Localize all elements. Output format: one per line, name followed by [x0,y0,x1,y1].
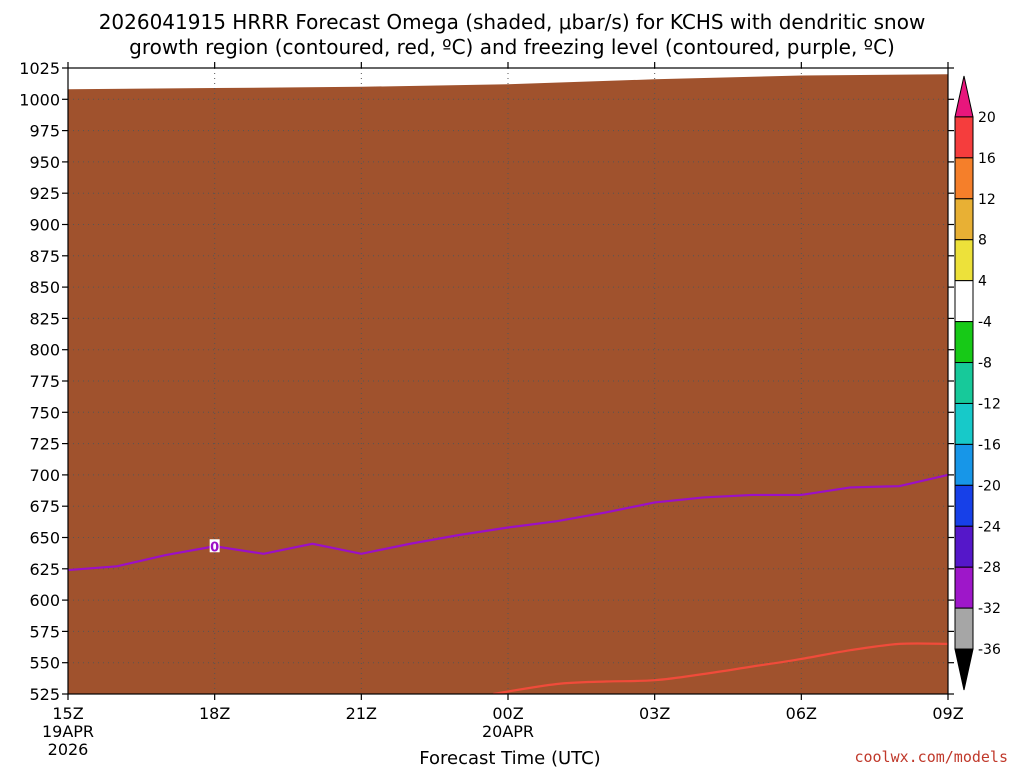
colorbar-label-1: 16 [978,151,996,167]
y-tick-label-825: 825 [29,309,60,328]
colorbar-label-10: -24 [978,519,1001,535]
x-tick-label-03Z: 03Z [639,704,670,723]
colorbar-label-9: -20 [978,478,1001,494]
colorbar-cell-13 [954,607,974,650]
y-tick-label-875: 875 [29,247,60,266]
x-tick-label-15Z: 15Z [52,704,83,723]
y-tick-label-1025: 1025 [19,59,60,78]
y-tick-label-650: 650 [29,529,60,548]
freezing-level-label: 0 [210,540,219,555]
colorbar-cell-5 [954,280,974,323]
contour-lines: 0 [68,473,948,694]
colorbar-cell-8 [954,402,974,445]
colorbar-cell-3 [954,198,974,241]
omega-shading [68,74,948,694]
colorbar-cell-11 [954,525,974,568]
y-tick-label-900: 900 [29,216,60,235]
y-tick-label-975: 975 [29,122,60,141]
y-tick-label-700: 700 [29,466,60,485]
colorbar-cell-0 [954,75,974,118]
colorbar-cell-6 [954,321,974,364]
freezing-level-label-bg [209,539,220,553]
colorbar-cell-2 [954,157,974,200]
colorbar-label-5: -4 [978,315,992,331]
y-tick-label-850: 850 [29,278,60,297]
x-tick-label-21Z: 21Z [346,704,377,723]
chart-title-line2: growth region (contoured, red, ºC) and f… [129,35,895,59]
colorbar-cell-9 [954,443,974,486]
colorbar-label-4: 4 [978,274,987,290]
y-tick-label-575: 575 [29,622,60,641]
y-tick-label-1000: 1000 [19,90,60,109]
y-tick-label-625: 625 [29,560,60,579]
colorbar-label-0: 20 [978,110,996,126]
colorbar-label-2: 12 [978,192,996,208]
colorbar-cell-4 [954,239,974,282]
colorbar-label-12: -32 [978,601,1001,617]
y-tick-label-950: 950 [29,153,60,172]
y-tick-label-525: 525 [29,685,60,704]
colorbar-cell-14 [954,648,974,691]
colorbar-cell-7 [954,362,974,404]
x-tick-year-15Z: 2026 [48,740,89,759]
y-tick-label-550: 550 [29,654,60,673]
colorbar: 20 16 12 8 4 -4 -8 -12 -16 -20 -24 -28 -32 -36 [954,75,1001,691]
colorbar-label-13: -36 [978,642,1001,658]
x-tick-label-09Z: 09Z [932,704,963,723]
x-tick-date-15Z: 19APR [42,722,94,741]
y-tick-label-725: 725 [29,435,60,454]
y-tick-label-775: 775 [29,372,60,391]
ground-fill [68,74,948,694]
colorbar-cell-10 [954,484,974,527]
colorbar-label-8: -16 [978,437,1001,453]
colorbar-label-3: 8 [978,233,987,249]
y-tick-label-675: 675 [29,497,60,516]
colorbar-label-11: -28 [978,560,1001,576]
x-tick-label-06Z: 06Z [786,704,817,723]
colorbar-cell-12 [954,566,974,609]
colorbar-label-7: -12 [978,396,1001,412]
dendritic-growth-contour [493,642,948,694]
plot-area: 0 525 550 575 600 625 650 675 700 725 750 775 800 82… [19,59,963,759]
colorbar-label-6: -8 [978,356,992,372]
y-axis-ticks: 525 550 575 600 625 650 675 700 725 750 775 800 825 8… [19,59,954,704]
x-tick-label-00Z: 00Z [492,704,523,723]
y-tick-label-750: 750 [29,403,60,422]
x-tick-label-18Z: 18Z [199,704,230,723]
credit-text: coolwx.com/models [854,748,1008,766]
y-tick-label-800: 800 [29,341,60,360]
y-tick-label-925: 925 [29,184,60,203]
colorbar-cell-1 [954,116,974,159]
chart-title-line1: 2026041915 HRRR Forecast Omega (shaded, … [99,10,926,34]
y-tick-label-600: 600 [29,591,60,610]
x-tick-date-00Z: 20APR [482,722,534,741]
x-axis-title: Forecast Time (UTC) [419,748,600,768]
